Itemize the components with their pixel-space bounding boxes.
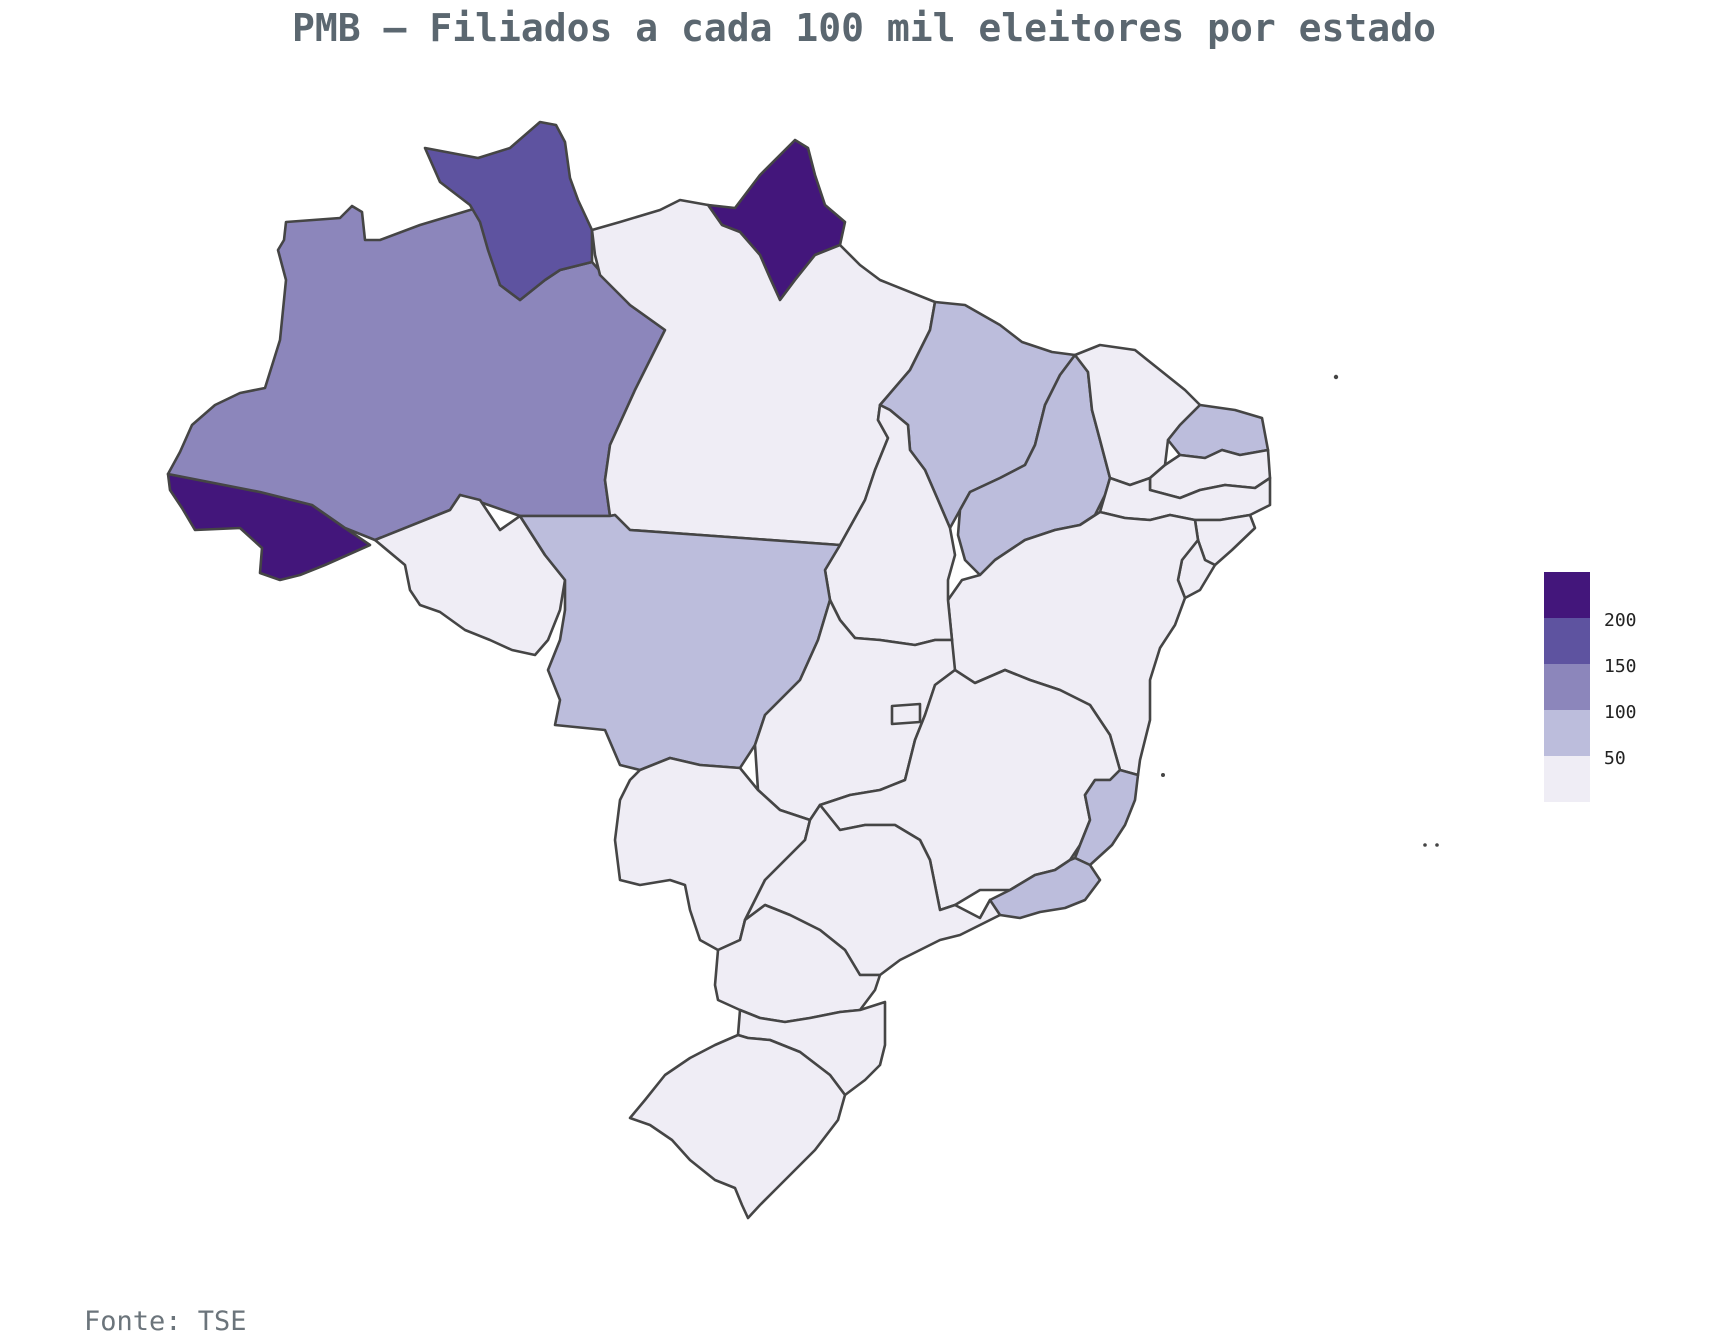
state-CE[interactable] <box>1073 343 1202 487</box>
map-title: PMB – Filiados a cada 100 mil eleitores … <box>292 6 1436 50</box>
state-shapes <box>166 120 1272 1220</box>
color-legend: 200 150 100 50 <box>1544 572 1664 812</box>
island-martim-vaz <box>1435 843 1439 847</box>
state-DF[interactable] <box>890 702 922 726</box>
islands <box>1161 374 1439 847</box>
legend-swatch-2 <box>1544 664 1590 710</box>
state-RS[interactable] <box>628 1033 847 1220</box>
island-abrolhos <box>1161 773 1165 777</box>
island-fernando-de-noronha <box>1333 374 1339 380</box>
legend-label-200: 200 <box>1604 610 1637 631</box>
legend-label-100: 100 <box>1604 702 1637 723</box>
legend-swatch-1 <box>1544 618 1590 664</box>
legend-swatch-4 <box>1544 756 1590 802</box>
state-RR[interactable] <box>423 120 594 302</box>
island-trindade <box>1423 843 1427 847</box>
source-note: Fonte: TSE <box>84 1306 247 1337</box>
legend-label-50: 50 <box>1604 748 1626 769</box>
state-RO[interactable] <box>373 493 567 657</box>
legend-label-150: 150 <box>1604 656 1637 677</box>
legend-color-bar <box>1544 572 1590 802</box>
state-RJ[interactable] <box>978 856 1102 920</box>
legend-swatch-3 <box>1544 710 1590 756</box>
legend-swatch-0 <box>1544 572 1590 618</box>
